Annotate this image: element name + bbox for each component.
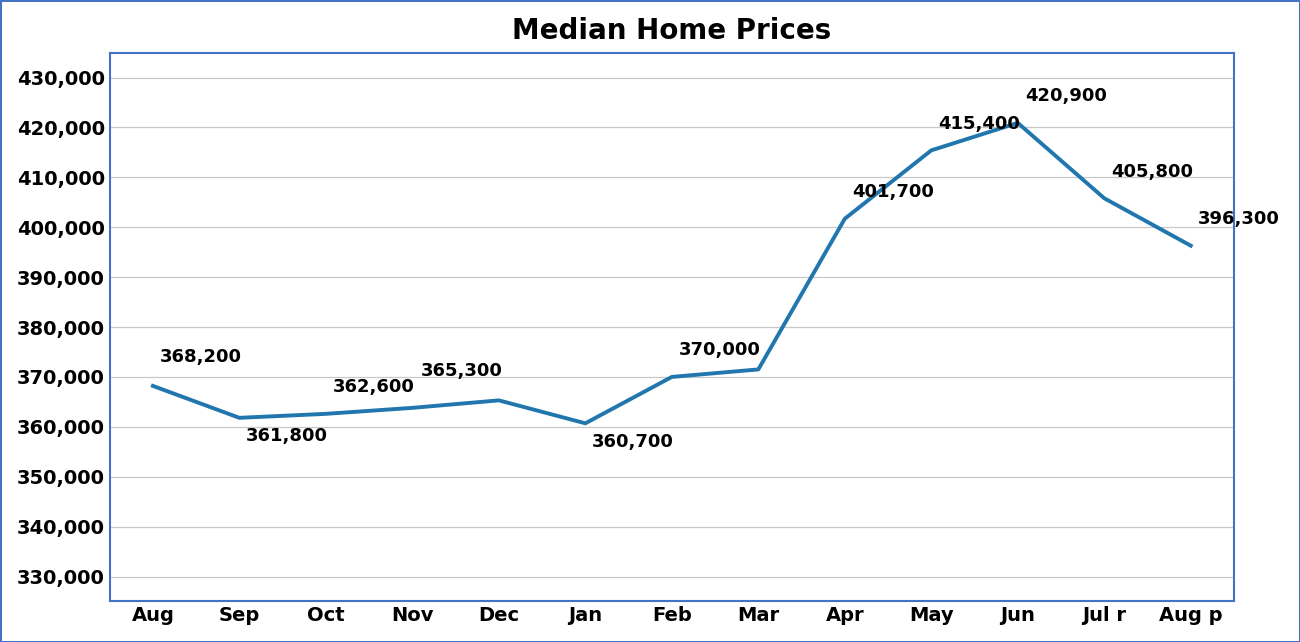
- Text: 420,900: 420,900: [1024, 87, 1106, 105]
- Text: 361,800: 361,800: [246, 428, 329, 446]
- Text: 396,300: 396,300: [1197, 210, 1279, 228]
- Title: Median Home Prices: Median Home Prices: [512, 17, 832, 45]
- Text: 415,400: 415,400: [939, 115, 1021, 133]
- Text: 405,800: 405,800: [1112, 163, 1193, 181]
- Text: 401,700: 401,700: [852, 183, 933, 201]
- Text: 360,700: 360,700: [593, 433, 675, 451]
- Text: 368,200: 368,200: [160, 348, 242, 366]
- Text: 370,000: 370,000: [679, 342, 760, 360]
- Text: 365,300: 365,300: [421, 362, 503, 381]
- Text: 362,600: 362,600: [333, 378, 415, 396]
